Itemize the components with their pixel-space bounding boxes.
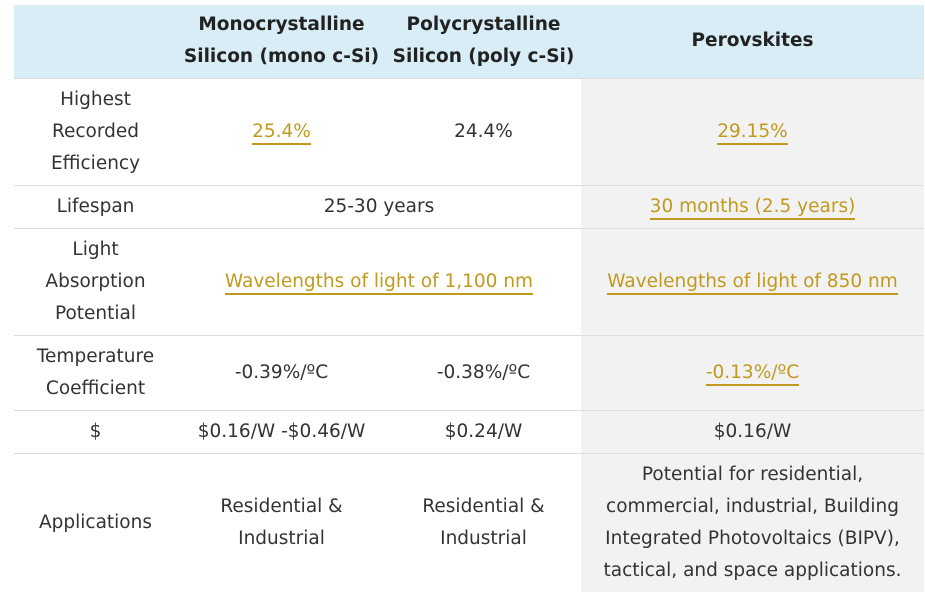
cell-applications-mono: Residential & Industrial bbox=[177, 452, 386, 592]
label-line: Highest bbox=[60, 88, 131, 110]
cell-line: Potential for residential, bbox=[641, 463, 864, 485]
cell-line: Residential & bbox=[220, 495, 343, 517]
row-label-lifespan: Lifespan bbox=[14, 184, 177, 228]
label-line: Temperature bbox=[36, 345, 155, 367]
cell-lifespan-silicon: 25-30 years bbox=[177, 184, 581, 228]
row-label-efficiency: Highest Recorded Efficiency bbox=[14, 77, 177, 185]
cell-cost-poly: $0.24/W bbox=[386, 409, 581, 453]
header-polycrystalline: Polycrystalline Silicon (poly c-Si) bbox=[386, 5, 581, 78]
cell-efficiency-perovskite: 29.15% bbox=[581, 77, 924, 185]
table-row-efficiency: Highest Recorded Efficiency 25.4% 24.4% … bbox=[14, 77, 924, 185]
label-line: Absorption bbox=[45, 270, 146, 292]
absorption-perovskite-link[interactable]: Wavelengths of light of 850 nm bbox=[607, 270, 898, 295]
cell-efficiency-poly: 24.4% bbox=[386, 77, 581, 185]
efficiency-perovskite-link[interactable]: 29.15% bbox=[717, 120, 788, 145]
header-poly-line1: Polycrystalline bbox=[406, 14, 561, 36]
header-row: Monocrystalline Silicon (mono c-Si) Poly… bbox=[14, 5, 924, 78]
table-row-cost: $ $0.16/W -$0.46/W $0.24/W $0.16/W bbox=[14, 409, 924, 453]
table-row-absorption: Light Absorption Potential Wavelengths o… bbox=[14, 227, 924, 335]
cell-cost-mono: $0.16/W -$0.46/W bbox=[177, 409, 386, 453]
table-header: Monocrystalline Silicon (mono c-Si) Poly… bbox=[14, 5, 924, 78]
cell-temperature-mono: -0.39%/ºC bbox=[177, 334, 386, 410]
row-label-cost: $ bbox=[14, 409, 177, 453]
cell-temperature-poly: -0.38%/ºC bbox=[386, 334, 581, 410]
cell-line: Industrial bbox=[238, 527, 325, 549]
absorption-silicon-link[interactable]: Wavelengths of light of 1,100 nm bbox=[224, 270, 534, 295]
header-perovskites: Perovskites bbox=[581, 5, 924, 78]
table-body: Highest Recorded Efficiency 25.4% 24.4% … bbox=[14, 77, 924, 592]
cell-cost-perovskite: $0.16/W bbox=[581, 409, 924, 453]
cell-line: commercial, industrial, Building bbox=[606, 495, 899, 517]
cell-line: Residential & bbox=[422, 495, 545, 517]
cell-line: Industrial bbox=[440, 527, 527, 549]
cell-applications-perovskite: Potential for residential, commercial, i… bbox=[581, 452, 924, 592]
header-monocrystalline: Monocrystalline Silicon (mono c-Si) bbox=[177, 5, 386, 78]
row-label-temperature: Temperature Coefficient bbox=[14, 334, 177, 410]
cell-lifespan-perovskite: 30 months (2.5 years) bbox=[581, 184, 924, 228]
cell-absorption-perovskite: Wavelengths of light of 850 nm bbox=[581, 227, 924, 335]
table-row-applications: Applications Residential & Industrial Re… bbox=[14, 452, 924, 592]
table-row-lifespan: Lifespan 25-30 years 30 months (2.5 year… bbox=[14, 184, 924, 228]
label-line: Light bbox=[72, 238, 119, 260]
header-poly-line2: Silicon (poly c-Si) bbox=[392, 46, 575, 68]
lifespan-perovskite-link[interactable]: 30 months (2.5 years) bbox=[649, 195, 856, 220]
label-line: Efficiency bbox=[50, 152, 141, 174]
label-line: Coefficient bbox=[45, 377, 146, 399]
header-empty-cell bbox=[14, 5, 177, 78]
solar-comparison-table: Monocrystalline Silicon (mono c-Si) Poly… bbox=[14, 5, 924, 592]
efficiency-mono-link[interactable]: 25.4% bbox=[252, 120, 311, 145]
cell-line: tactical, and space applications. bbox=[603, 559, 902, 581]
table-row-temperature: Temperature Coefficient -0.39%/ºC -0.38%… bbox=[14, 334, 924, 410]
cell-applications-poly: Residential & Industrial bbox=[386, 452, 581, 592]
label-line: Potential bbox=[54, 302, 137, 324]
cell-absorption-silicon: Wavelengths of light of 1,100 nm bbox=[177, 227, 581, 335]
temperature-perovskite-link[interactable]: -0.13%/ºC bbox=[705, 361, 800, 386]
row-label-applications: Applications bbox=[14, 452, 177, 592]
header-mono-line2: Silicon (mono c-Si) bbox=[183, 46, 380, 68]
row-label-absorption: Light Absorption Potential bbox=[14, 227, 177, 335]
cell-temperature-perovskite: -0.13%/ºC bbox=[581, 334, 924, 410]
header-mono-line1: Monocrystalline bbox=[198, 14, 365, 36]
label-line: Recorded bbox=[51, 120, 140, 142]
cell-line: Integrated Photovoltaics (BIPV), bbox=[605, 527, 900, 549]
cell-efficiency-mono: 25.4% bbox=[177, 77, 386, 185]
